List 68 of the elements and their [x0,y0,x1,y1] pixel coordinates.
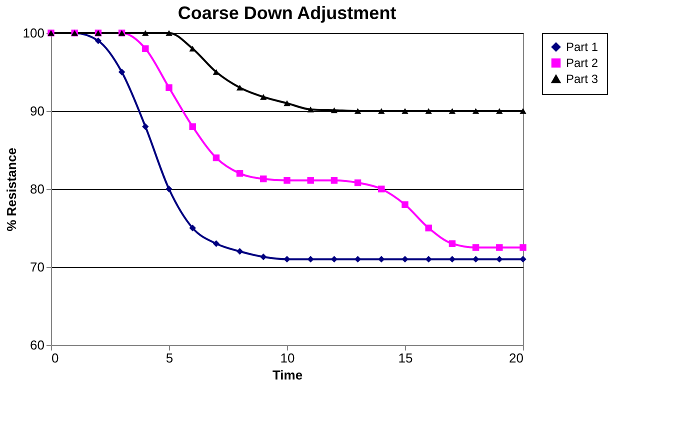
point [260,94,267,100]
legend-label: Part 3 [566,72,598,86]
point [284,177,290,184]
point [236,84,244,91]
y-tick-label: 100 [22,26,44,40]
point [472,108,480,114]
point [472,244,480,251]
point [496,256,503,263]
x-tick-label: 20 [509,350,524,366]
point [496,244,503,251]
point [402,108,408,114]
point [448,108,456,114]
point [260,254,267,260]
point [330,256,338,263]
point [354,256,362,263]
point [354,179,362,186]
point [166,186,172,192]
y-tick-label: 70 [30,260,44,274]
point [260,176,267,182]
point [142,123,149,130]
point [354,108,362,114]
point [402,256,408,263]
point [425,108,432,114]
point [189,224,196,232]
legend-label: Part 1 [566,40,598,54]
x-tick-label: 10 [280,350,295,366]
point [378,186,385,192]
point [307,256,314,263]
point [212,240,220,247]
point [118,68,126,76]
x-axis-title: Time [272,368,303,382]
point [520,244,526,251]
point [402,201,408,208]
point [94,37,102,44]
point [496,108,503,114]
point [236,170,244,177]
x-tick-label: 5 [166,350,174,366]
point [472,256,480,263]
point [189,46,196,52]
point [189,123,196,130]
point [425,224,432,232]
point [425,256,432,263]
point [142,30,149,36]
point [284,100,290,106]
x-tick-label: 0 [52,350,59,366]
point [142,45,149,52]
point [166,30,172,36]
legend-label: Part 2 [566,56,598,70]
chart-title: Coarse Down Adjustment [178,3,396,23]
point [307,177,314,184]
point [330,107,338,114]
y-tick-label: 90 [30,104,44,118]
point [448,256,456,263]
point [378,256,385,263]
point [378,108,385,114]
point [236,248,244,255]
point [520,108,526,114]
point [212,154,220,162]
point [284,256,290,263]
point [448,240,456,247]
x-tick-label: 15 [398,350,413,366]
y-tick-label: 60 [30,338,44,352]
point [166,84,172,91]
point [520,256,526,263]
y-axis-title: % Resistance [4,148,19,232]
point [330,177,338,184]
point [307,106,314,112]
y-tick-label: 80 [30,182,44,196]
